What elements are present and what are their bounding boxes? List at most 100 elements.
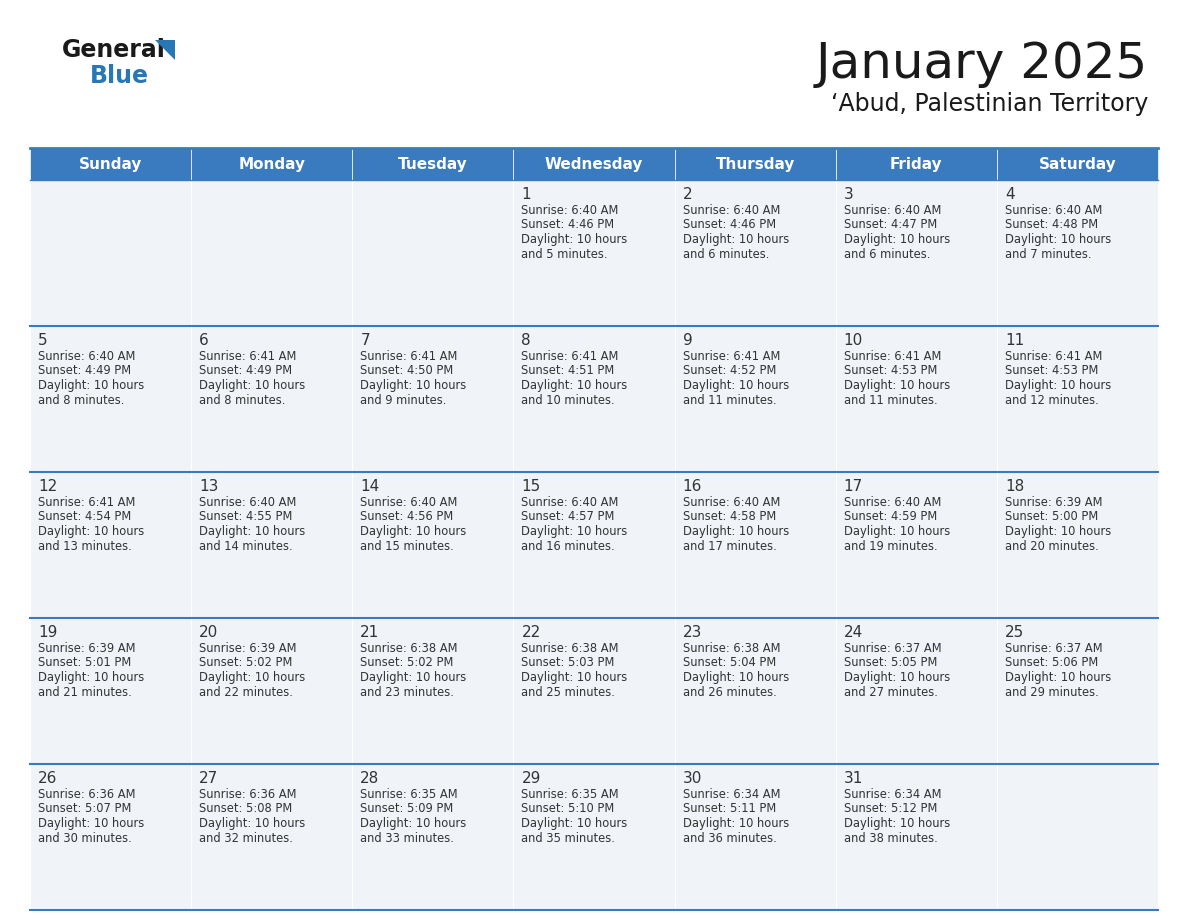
Text: and 22 minutes.: and 22 minutes. xyxy=(200,686,293,699)
Text: Daylight: 10 hours: Daylight: 10 hours xyxy=(1005,525,1111,538)
Text: and 11 minutes.: and 11 minutes. xyxy=(843,394,937,407)
Text: Sunset: 4:48 PM: Sunset: 4:48 PM xyxy=(1005,218,1098,231)
Bar xyxy=(835,472,997,618)
Bar xyxy=(353,472,513,618)
Text: 17: 17 xyxy=(843,479,862,494)
Text: and 7 minutes.: and 7 minutes. xyxy=(1005,248,1092,261)
Text: Sunrise: 6:38 AM: Sunrise: 6:38 AM xyxy=(522,642,619,655)
Bar xyxy=(353,180,513,326)
Text: Sunrise: 6:35 AM: Sunrise: 6:35 AM xyxy=(360,788,457,801)
Text: Sunrise: 6:40 AM: Sunrise: 6:40 AM xyxy=(360,496,457,509)
Text: Sunrise: 6:41 AM: Sunrise: 6:41 AM xyxy=(200,350,297,363)
Text: Sunrise: 6:41 AM: Sunrise: 6:41 AM xyxy=(38,496,135,509)
Text: Blue: Blue xyxy=(90,64,148,88)
Text: 11: 11 xyxy=(1005,333,1024,348)
Bar xyxy=(353,764,513,910)
Text: and 38 minutes.: and 38 minutes. xyxy=(843,832,937,845)
Text: Daylight: 10 hours: Daylight: 10 hours xyxy=(683,671,789,684)
Text: Sunrise: 6:38 AM: Sunrise: 6:38 AM xyxy=(683,642,781,655)
Text: Sunset: 4:49 PM: Sunset: 4:49 PM xyxy=(38,364,131,377)
Bar xyxy=(513,326,675,472)
Text: and 32 minutes.: and 32 minutes. xyxy=(200,832,293,845)
Text: Sunrise: 6:40 AM: Sunrise: 6:40 AM xyxy=(522,204,619,217)
Text: and 5 minutes.: and 5 minutes. xyxy=(522,248,608,261)
Text: Thursday: Thursday xyxy=(715,156,795,172)
Text: Sunrise: 6:40 AM: Sunrise: 6:40 AM xyxy=(683,204,781,217)
Text: Sunrise: 6:36 AM: Sunrise: 6:36 AM xyxy=(200,788,297,801)
Text: Daylight: 10 hours: Daylight: 10 hours xyxy=(683,525,789,538)
Text: Daylight: 10 hours: Daylight: 10 hours xyxy=(843,525,950,538)
Bar xyxy=(997,764,1158,910)
Text: 30: 30 xyxy=(683,771,702,786)
Text: and 27 minutes.: and 27 minutes. xyxy=(843,686,937,699)
Text: and 29 minutes.: and 29 minutes. xyxy=(1005,686,1099,699)
Text: and 21 minutes.: and 21 minutes. xyxy=(38,686,132,699)
Bar xyxy=(997,326,1158,472)
Text: Sunset: 5:06 PM: Sunset: 5:06 PM xyxy=(1005,656,1098,669)
Bar xyxy=(835,148,997,180)
Text: Sunrise: 6:39 AM: Sunrise: 6:39 AM xyxy=(1005,496,1102,509)
Text: 25: 25 xyxy=(1005,625,1024,640)
Text: Sunset: 5:03 PM: Sunset: 5:03 PM xyxy=(522,656,615,669)
Text: Sunrise: 6:40 AM: Sunrise: 6:40 AM xyxy=(38,350,135,363)
Text: Daylight: 10 hours: Daylight: 10 hours xyxy=(38,671,144,684)
Text: Daylight: 10 hours: Daylight: 10 hours xyxy=(200,671,305,684)
Text: Sunset: 4:47 PM: Sunset: 4:47 PM xyxy=(843,218,937,231)
Text: Tuesday: Tuesday xyxy=(398,156,468,172)
Text: Daylight: 10 hours: Daylight: 10 hours xyxy=(38,379,144,392)
Text: Daylight: 10 hours: Daylight: 10 hours xyxy=(522,671,627,684)
Text: Sunset: 4:56 PM: Sunset: 4:56 PM xyxy=(360,510,454,523)
Text: 2: 2 xyxy=(683,187,693,202)
Bar xyxy=(835,764,997,910)
Text: Sunrise: 6:40 AM: Sunrise: 6:40 AM xyxy=(200,496,297,509)
Text: and 19 minutes.: and 19 minutes. xyxy=(843,540,937,553)
Bar xyxy=(997,618,1158,764)
Text: and 25 minutes.: and 25 minutes. xyxy=(522,686,615,699)
Text: Sunrise: 6:40 AM: Sunrise: 6:40 AM xyxy=(843,204,941,217)
Text: Sunset: 4:58 PM: Sunset: 4:58 PM xyxy=(683,510,776,523)
Text: Sunrise: 6:40 AM: Sunrise: 6:40 AM xyxy=(522,496,619,509)
Text: Daylight: 10 hours: Daylight: 10 hours xyxy=(1005,671,1111,684)
Text: Daylight: 10 hours: Daylight: 10 hours xyxy=(360,525,467,538)
Text: Sunset: 4:49 PM: Sunset: 4:49 PM xyxy=(200,364,292,377)
Bar xyxy=(675,764,835,910)
Polygon shape xyxy=(154,40,175,60)
Text: Sunrise: 6:34 AM: Sunrise: 6:34 AM xyxy=(683,788,781,801)
Text: and 16 minutes.: and 16 minutes. xyxy=(522,540,615,553)
Text: Sunrise: 6:40 AM: Sunrise: 6:40 AM xyxy=(843,496,941,509)
Text: ‘Abud, Palestinian Territory: ‘Abud, Palestinian Territory xyxy=(830,92,1148,116)
Text: Daylight: 10 hours: Daylight: 10 hours xyxy=(200,817,305,830)
Text: Daylight: 10 hours: Daylight: 10 hours xyxy=(200,525,305,538)
Text: Sunset: 5:02 PM: Sunset: 5:02 PM xyxy=(200,656,292,669)
Text: 26: 26 xyxy=(38,771,57,786)
Bar xyxy=(191,618,353,764)
Text: 3: 3 xyxy=(843,187,853,202)
Bar xyxy=(513,148,675,180)
Bar xyxy=(835,326,997,472)
Text: Daylight: 10 hours: Daylight: 10 hours xyxy=(522,233,627,246)
Text: Daylight: 10 hours: Daylight: 10 hours xyxy=(522,817,627,830)
Bar xyxy=(513,764,675,910)
Text: Sunset: 5:09 PM: Sunset: 5:09 PM xyxy=(360,802,454,815)
Text: Sunrise: 6:35 AM: Sunrise: 6:35 AM xyxy=(522,788,619,801)
Text: Sunrise: 6:34 AM: Sunrise: 6:34 AM xyxy=(843,788,941,801)
Text: Sunset: 5:07 PM: Sunset: 5:07 PM xyxy=(38,802,132,815)
Text: Sunset: 4:50 PM: Sunset: 4:50 PM xyxy=(360,364,454,377)
Bar xyxy=(513,180,675,326)
Text: 6: 6 xyxy=(200,333,209,348)
Text: 1: 1 xyxy=(522,187,531,202)
Text: and 9 minutes.: and 9 minutes. xyxy=(360,394,447,407)
Text: Sunrise: 6:39 AM: Sunrise: 6:39 AM xyxy=(200,642,297,655)
Text: 4: 4 xyxy=(1005,187,1015,202)
Text: Monday: Monday xyxy=(239,156,305,172)
Text: Sunset: 4:52 PM: Sunset: 4:52 PM xyxy=(683,364,776,377)
Text: and 13 minutes.: and 13 minutes. xyxy=(38,540,132,553)
Text: Sunrise: 6:41 AM: Sunrise: 6:41 AM xyxy=(683,350,781,363)
Text: Daylight: 10 hours: Daylight: 10 hours xyxy=(38,817,144,830)
Text: Saturday: Saturday xyxy=(1038,156,1117,172)
Bar xyxy=(353,148,513,180)
Text: and 8 minutes.: and 8 minutes. xyxy=(200,394,285,407)
Bar xyxy=(30,326,191,472)
Text: 20: 20 xyxy=(200,625,219,640)
Text: Sunset: 5:04 PM: Sunset: 5:04 PM xyxy=(683,656,776,669)
